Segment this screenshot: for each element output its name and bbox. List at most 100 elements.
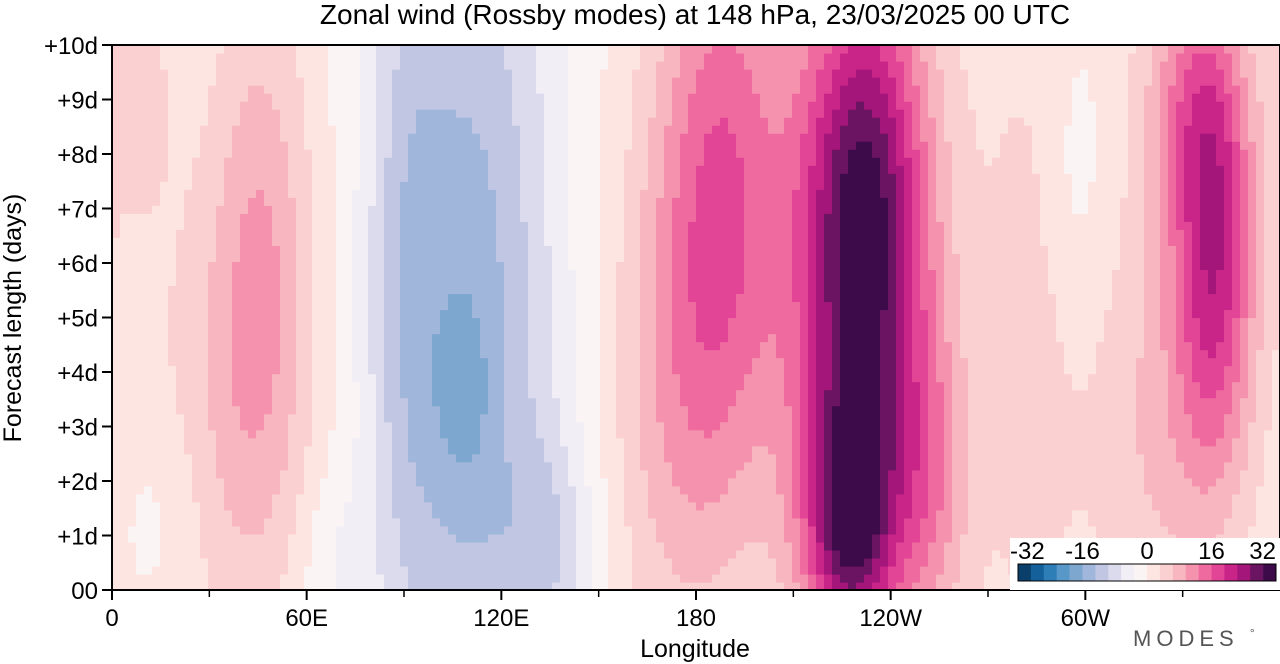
heatmap-cell: [400, 533, 409, 543]
heatmap-cell: [744, 341, 753, 351]
heatmap-cell: [1248, 405, 1257, 415]
heatmap-cell: [432, 541, 441, 551]
heatmap-cell: [208, 397, 217, 407]
heatmap-cell: [1144, 445, 1153, 455]
heatmap-cell: [168, 405, 177, 415]
heatmap-cell: [256, 365, 265, 375]
heatmap-cell: [584, 533, 593, 543]
heatmap-cell: [1056, 389, 1065, 399]
heatmap-cell: [520, 525, 529, 535]
heatmap-cell: [160, 509, 169, 519]
heatmap-cell: [792, 509, 801, 519]
heatmap-cell: [688, 373, 697, 383]
heatmap-cell: [312, 349, 321, 359]
heatmap-cell: [680, 389, 689, 399]
heatmap-cell: [1240, 325, 1249, 335]
heatmap-cell: [296, 573, 305, 583]
heatmap-cell: [272, 389, 281, 399]
heatmap-cell: [184, 501, 193, 511]
heatmap-cell: [240, 485, 249, 495]
heatmap-cell: [280, 477, 289, 487]
heatmap-cell: [424, 429, 433, 439]
heatmap-cell: [1184, 421, 1193, 431]
heatmap-cell: [680, 533, 689, 543]
heatmap-cell: [432, 437, 441, 447]
heatmap-cell: [848, 541, 857, 551]
heatmap-cell: [240, 573, 249, 583]
heatmap-cell: [664, 517, 673, 527]
heatmap-cell: [1112, 477, 1121, 487]
heatmap-cell: [1056, 493, 1065, 503]
heatmap-cell: [1184, 517, 1193, 527]
heatmap-cell: [1224, 445, 1233, 455]
heatmap-cell: [1248, 437, 1257, 447]
heatmap-cell: [480, 525, 489, 535]
heatmap-cell: [216, 349, 225, 359]
heatmap-cell: [1216, 485, 1225, 495]
heatmap-cell: [160, 357, 169, 367]
heatmap-cell: [200, 397, 209, 407]
heatmap-cell: [1112, 517, 1121, 527]
heatmap-cell: [832, 325, 841, 335]
heatmap-cell: [1200, 453, 1209, 463]
heatmap-cell: [1264, 493, 1273, 503]
heatmap-cell: [528, 349, 537, 359]
heatmap-cell: [1000, 453, 1009, 463]
heatmap-cell: [312, 373, 321, 383]
heatmap-cell: [880, 565, 889, 575]
heatmap-cell: [352, 325, 361, 335]
heatmap-cell: [632, 405, 641, 415]
heatmap-cell: [272, 461, 281, 471]
heatmap-cell: [496, 357, 505, 367]
heatmap-cell: [776, 573, 785, 583]
heatmap-cell: [872, 557, 881, 567]
heatmap-cell: [592, 533, 601, 543]
heatmap-cell: [864, 389, 873, 399]
heatmap-cell: [688, 469, 697, 479]
heatmap-cell: [152, 365, 161, 375]
heatmap-cell: [304, 517, 313, 527]
heatmap-cell: [472, 541, 481, 551]
heatmap-cell: [856, 573, 865, 583]
heatmap-cell: [1056, 397, 1065, 407]
heatmap-cell: [200, 421, 209, 431]
heatmap-cell: [496, 565, 505, 575]
heatmap-cell: [800, 517, 809, 527]
heatmap-cell: [600, 461, 609, 471]
heatmap-cell: [1272, 509, 1280, 519]
heatmap-cell: [432, 325, 441, 335]
heatmap-cell: [144, 413, 153, 423]
heatmap-cell: [184, 485, 193, 495]
heatmap-cell: [1032, 317, 1041, 327]
heatmap-cell: [248, 461, 257, 471]
heatmap-cell: [856, 357, 865, 367]
heatmap-cell: [984, 493, 993, 503]
heatmap-cell: [864, 493, 873, 503]
heatmap-cell: [568, 533, 577, 543]
heatmap-cell: [1104, 357, 1113, 367]
heatmap-cell: [848, 517, 857, 527]
heatmap-cell: [472, 549, 481, 559]
heatmap-cell: [616, 541, 625, 551]
heatmap-cell: [160, 533, 169, 543]
heatmap-cell: [648, 477, 657, 487]
heatmap-cell: [328, 493, 337, 503]
heatmap-cell: [128, 421, 137, 431]
heatmap-cell: [480, 365, 489, 375]
heatmap-cell: [776, 341, 785, 351]
heatmap-cell: [272, 541, 281, 551]
heatmap-cell: [992, 565, 1001, 575]
heatmap-cell: [456, 541, 465, 551]
heatmap-cell: [752, 469, 761, 479]
heatmap-cell: [368, 533, 377, 543]
heatmap-cell: [808, 389, 817, 399]
heatmap-cell: [336, 357, 345, 367]
heatmap-cell: [896, 549, 905, 559]
heatmap-cell: [896, 381, 905, 391]
heatmap-cell: [928, 533, 937, 543]
heatmap-cell: [784, 581, 793, 591]
heatmap-cell: [280, 469, 289, 479]
heatmap-cell: [904, 405, 913, 415]
heatmap-cell: [536, 477, 545, 487]
